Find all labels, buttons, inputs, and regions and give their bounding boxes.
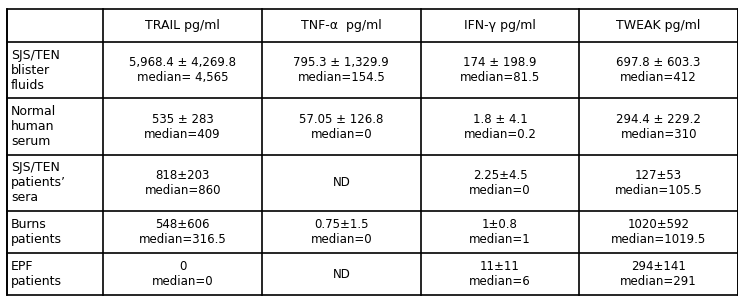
Text: 0.75±1.5
median=0: 0.75±1.5 median=0: [311, 218, 372, 246]
Text: 1±0.8
median=1: 1±0.8 median=1: [469, 218, 531, 246]
Text: 294±141
median=291: 294±141 median=291: [621, 260, 697, 288]
Text: 535 ± 283
median=409: 535 ± 283 median=409: [145, 112, 221, 141]
Text: 795.3 ± 1,329.9
median=154.5: 795.3 ± 1,329.9 median=154.5: [294, 56, 389, 85]
Text: 818±203
median=860: 818±203 median=860: [145, 168, 221, 197]
Text: SJS/TEN
patients’
sera: SJS/TEN patients’ sera: [11, 161, 66, 204]
Text: 1.8 ± 4.1
median=0.2: 1.8 ± 4.1 median=0.2: [463, 112, 537, 141]
Text: 0
median=0: 0 median=0: [152, 260, 213, 288]
Text: 1020±592
median=1019.5: 1020±592 median=1019.5: [611, 218, 706, 246]
Text: TWEAK pg/ml: TWEAK pg/ml: [616, 19, 701, 32]
Text: SJS/TEN
blister
fluids: SJS/TEN blister fluids: [11, 49, 60, 92]
Text: 2.25±4.5
median=0: 2.25±4.5 median=0: [469, 168, 531, 197]
Text: EPF
patients: EPF patients: [11, 260, 62, 288]
Text: ND: ND: [332, 268, 351, 281]
Text: IFN-γ pg/ml: IFN-γ pg/ml: [464, 19, 536, 32]
Text: TNF-α  pg/ml: TNF-α pg/ml: [301, 19, 382, 32]
Text: 548±606
median=316.5: 548±606 median=316.5: [139, 218, 227, 246]
Text: 11±11
median=6: 11±11 median=6: [469, 260, 531, 288]
Text: ND: ND: [332, 176, 351, 189]
Text: 127±53
median=105.5: 127±53 median=105.5: [615, 168, 703, 197]
Text: 5,968.4 ± 4,269.8
median= 4,565: 5,968.4 ± 4,269.8 median= 4,565: [129, 56, 236, 85]
Text: 697.8 ± 603.3
median=412: 697.8 ± 603.3 median=412: [616, 56, 701, 85]
Text: 57.05 ± 126.8
median=0: 57.05 ± 126.8 median=0: [299, 112, 384, 141]
Text: Normal
human
serum: Normal human serum: [11, 105, 56, 148]
Text: 174 ± 198.9
median=81.5: 174 ± 198.9 median=81.5: [460, 56, 540, 85]
Text: 294.4 ± 229.2
median=310: 294.4 ± 229.2 median=310: [616, 112, 701, 141]
Text: Burns
patients: Burns patients: [11, 218, 62, 246]
Text: TRAIL pg/ml: TRAIL pg/ml: [145, 19, 220, 32]
